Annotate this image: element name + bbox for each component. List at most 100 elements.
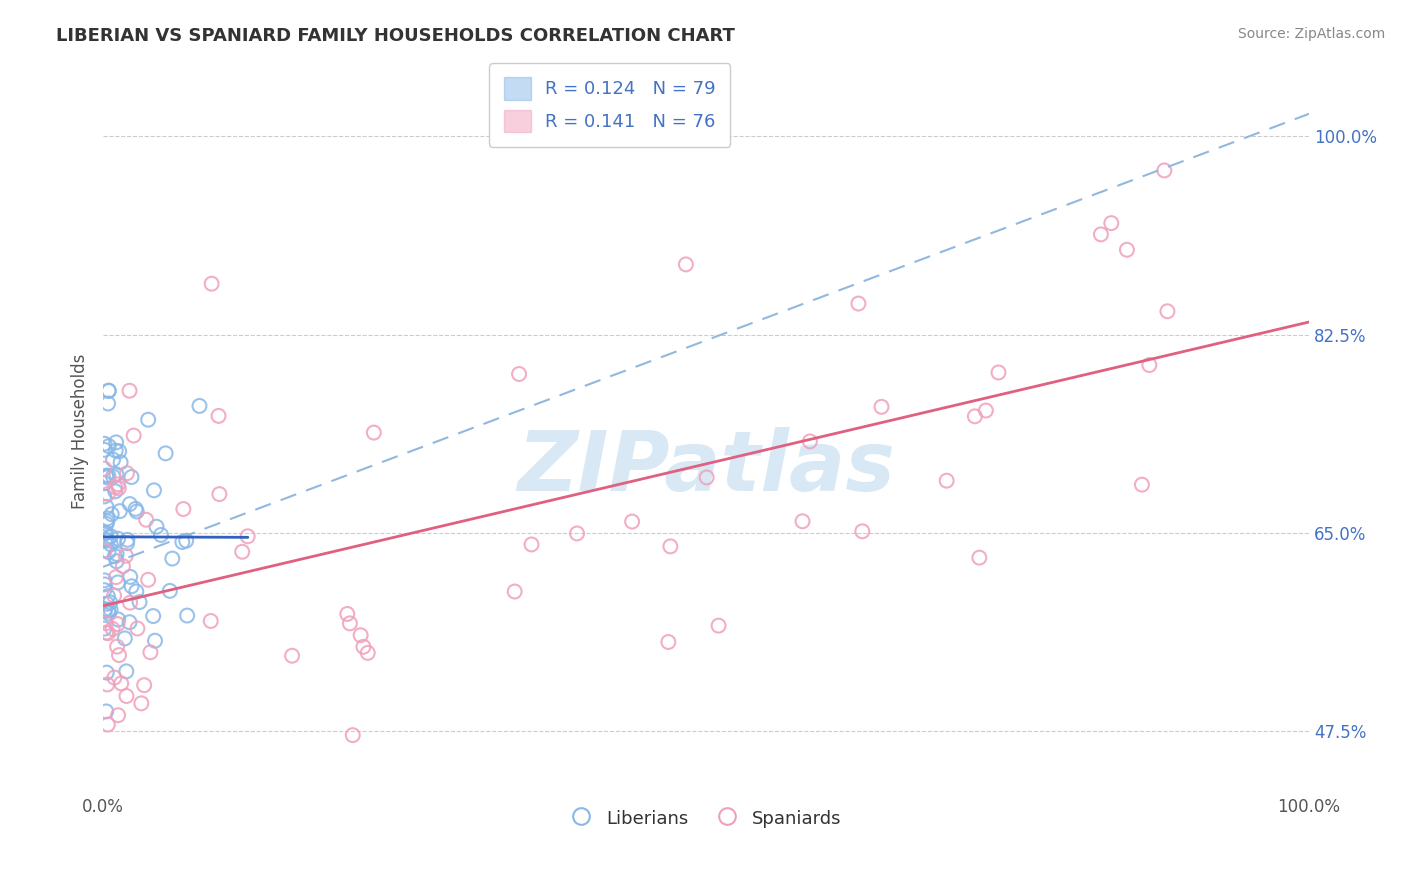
Point [201,277,224,291]
Point [188,399,211,413]
Point [281,648,304,663]
Point [93,442,115,457]
Point [1156,304,1178,318]
Point [94,616,117,631]
Point [97,589,120,603]
Point [121,579,143,593]
Point [121,470,143,484]
Point [143,483,166,498]
Point [104,549,127,563]
Point [96,677,118,691]
Point [117,533,139,547]
Point [96,705,118,719]
Point [162,551,184,566]
Point [107,575,129,590]
Point [100,508,122,522]
Point [1130,477,1153,491]
Point [659,540,682,554]
Point [103,671,125,685]
Point [128,595,150,609]
Point [236,529,259,543]
Point [97,396,120,410]
Point [1153,163,1175,178]
Point [105,554,128,568]
Point [97,468,120,483]
Point [115,536,138,550]
Point [870,400,893,414]
Point [963,409,986,424]
Point [93,577,115,591]
Point [96,500,118,514]
Point [115,467,138,481]
Point [111,559,134,574]
Point [105,435,128,450]
Point [100,603,122,617]
Point [96,468,118,483]
Point [969,550,991,565]
Point [1116,243,1139,257]
Point [118,615,141,630]
Point [105,547,128,561]
Point [172,502,194,516]
Point [96,533,118,548]
Point [125,584,148,599]
Point [1099,216,1122,230]
Point [696,470,718,484]
Point [105,570,128,584]
Point [1090,227,1112,242]
Point [114,549,136,563]
Point [97,626,120,640]
Point [93,583,115,598]
Point [127,622,149,636]
Point [707,618,730,632]
Point [135,513,157,527]
Point [108,648,131,662]
Point [508,367,530,381]
Point [520,537,543,551]
Point [105,640,128,654]
Point [339,616,361,631]
Point [231,545,253,559]
Point [675,257,697,271]
Point [208,487,231,501]
Point [207,409,229,423]
Point [120,570,142,584]
Point [115,665,138,679]
Point [107,613,129,627]
Point [97,439,120,453]
Point [155,446,177,460]
Point [97,384,120,398]
Point [96,516,118,531]
Point [94,625,117,640]
Point [104,480,127,494]
Point [352,640,374,654]
Point [97,487,120,501]
Point [94,525,117,540]
Point [131,697,153,711]
Point [120,596,142,610]
Point [176,608,198,623]
Point [987,366,1010,380]
Point [350,628,373,642]
Point [93,574,115,588]
Point [94,602,117,616]
Point [107,481,129,495]
Point [974,403,997,417]
Point [1137,358,1160,372]
Point [104,443,127,458]
Point [104,484,127,499]
Text: ZIPatlas: ZIPatlas [517,426,896,508]
Point [357,646,380,660]
Point [124,502,146,516]
Point [115,689,138,703]
Point [108,444,131,458]
Point [94,533,117,547]
Point [851,524,873,539]
Point [96,511,118,525]
Point [848,296,870,310]
Point [101,452,124,467]
Point [108,504,131,518]
Point [174,533,197,548]
Point [143,633,166,648]
Point [93,476,115,491]
